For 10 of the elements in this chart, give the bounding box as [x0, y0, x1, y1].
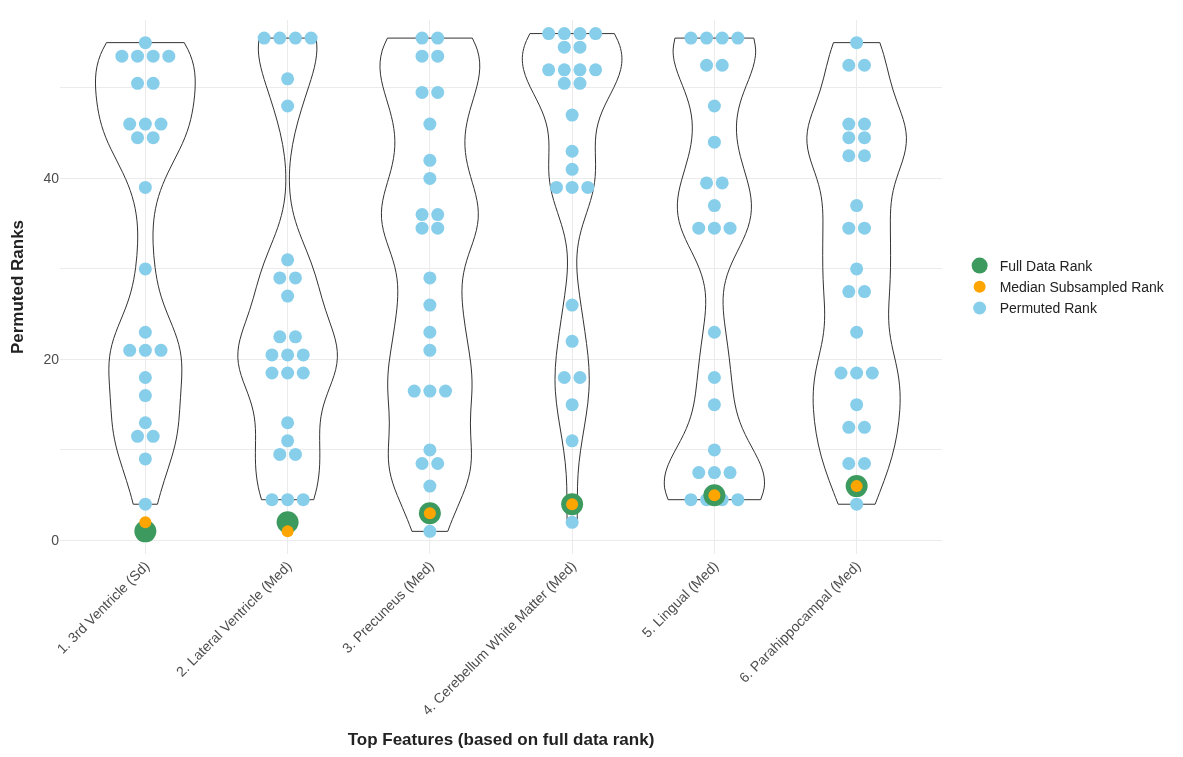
- y-tick-label: 40: [43, 170, 60, 187]
- legend-label: Median Subsampled Rank: [999, 279, 1165, 296]
- legend-label: Full Data Rank: [999, 258, 1094, 275]
- y-tick-label: 0: [51, 532, 60, 549]
- y-axis-title: Permuted Ranks: [7, 219, 27, 355]
- y-tick-label: 20: [43, 351, 60, 368]
- point: [281, 525, 294, 538]
- point: [139, 516, 152, 529]
- legend-label: Permuted Rank: [999, 300, 1098, 317]
- x-axis-title: Top Features (based on full data rank): [347, 729, 655, 749]
